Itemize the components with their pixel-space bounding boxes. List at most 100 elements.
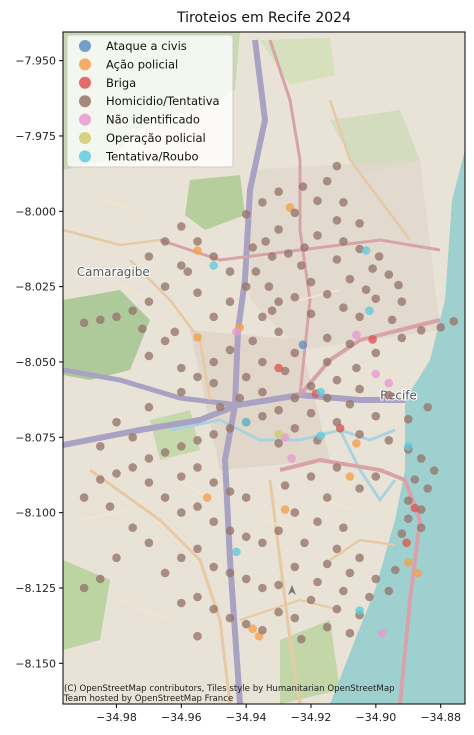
data-point xyxy=(209,312,218,322)
data-point xyxy=(209,604,218,614)
data-point xyxy=(378,628,387,638)
x-tick-label: −34.88 xyxy=(420,711,461,724)
data-point xyxy=(300,538,309,548)
data-point xyxy=(96,574,105,584)
attribution-line-2: Team hosted by OpenStreetMap France xyxy=(63,694,233,704)
data-point xyxy=(280,366,290,376)
data-point xyxy=(193,502,202,511)
x-tick-label: −34.90 xyxy=(355,711,396,724)
data-point xyxy=(193,372,202,382)
data-point xyxy=(177,442,186,451)
data-point xyxy=(436,323,446,332)
data-point xyxy=(290,393,300,403)
data-point xyxy=(355,606,364,615)
data-point xyxy=(241,282,251,291)
data-point xyxy=(128,463,137,472)
data-point xyxy=(177,363,186,373)
legend-marker xyxy=(79,58,91,71)
data-point xyxy=(177,222,186,231)
data-point xyxy=(368,335,377,344)
data-point xyxy=(209,378,218,388)
data-point xyxy=(374,252,384,261)
series-5 xyxy=(274,430,283,439)
data-point xyxy=(96,442,105,451)
y-tick-label: −8.075 xyxy=(15,431,56,444)
data-point xyxy=(404,558,413,567)
data-point xyxy=(112,312,121,322)
data-point xyxy=(241,493,251,502)
data-point xyxy=(413,568,423,578)
data-point xyxy=(387,315,397,325)
data-point xyxy=(177,553,186,563)
y-tick-label: −8.150 xyxy=(15,657,56,670)
data-point xyxy=(290,613,300,623)
data-point xyxy=(280,505,290,514)
data-point xyxy=(322,289,332,299)
data-point xyxy=(322,357,332,367)
data-point xyxy=(332,463,342,472)
legend-label: Operação policial xyxy=(106,131,206,145)
data-point xyxy=(352,439,361,448)
data-point xyxy=(160,568,170,578)
data-point xyxy=(225,297,235,307)
data-point xyxy=(371,472,381,481)
data-point xyxy=(193,333,202,342)
data-point xyxy=(160,282,170,291)
data-point xyxy=(355,244,364,254)
data-point xyxy=(345,339,355,349)
data-point xyxy=(298,182,308,191)
data-point xyxy=(332,544,342,554)
data-point xyxy=(232,327,241,337)
data-point xyxy=(274,225,283,234)
data-point xyxy=(404,496,413,505)
data-point xyxy=(209,357,218,367)
data-point xyxy=(203,493,212,502)
data-point xyxy=(313,577,322,587)
data-point xyxy=(170,327,180,337)
data-point xyxy=(274,607,283,617)
data-point xyxy=(128,306,137,316)
data-point xyxy=(232,547,241,557)
data-point xyxy=(193,592,202,602)
data-point xyxy=(384,378,394,388)
data-point xyxy=(397,529,407,538)
data-point xyxy=(345,472,355,481)
data-point xyxy=(355,219,364,228)
data-point xyxy=(225,487,235,496)
legend-label: Ação policial xyxy=(106,57,178,71)
data-point xyxy=(322,493,332,502)
data-point xyxy=(384,436,394,445)
data-point xyxy=(209,478,218,487)
data-point xyxy=(280,481,290,490)
data-point xyxy=(258,198,267,207)
legend-box xyxy=(66,34,234,168)
data-point xyxy=(313,231,322,240)
data-point xyxy=(384,270,394,279)
data-point xyxy=(225,526,235,535)
data-point xyxy=(306,595,316,605)
legend-label: Homicidio/Tentativa xyxy=(106,94,220,108)
data-point xyxy=(306,277,316,287)
data-point xyxy=(306,472,316,481)
series-6 xyxy=(209,246,413,615)
data-point xyxy=(193,288,202,298)
legend-label: Não identificado xyxy=(106,113,200,127)
legend-label: Briga xyxy=(106,76,136,90)
data-point xyxy=(144,478,154,487)
x-axis: −34.98 −34.96 −34.94 −34.92 −34.90 −34.88 xyxy=(96,704,461,724)
data-point xyxy=(280,433,290,442)
data-point xyxy=(355,553,364,563)
data-point xyxy=(355,312,364,322)
data-point xyxy=(429,466,439,475)
y-tick-label: −7.950 xyxy=(15,55,56,68)
data-point xyxy=(332,161,342,171)
data-point xyxy=(404,442,413,451)
data-point xyxy=(290,508,300,517)
data-point xyxy=(339,586,348,596)
data-point xyxy=(384,586,394,596)
data-point xyxy=(345,628,355,638)
data-point xyxy=(267,306,277,316)
data-point xyxy=(177,508,186,517)
data-point xyxy=(345,568,355,578)
data-point xyxy=(193,246,202,255)
